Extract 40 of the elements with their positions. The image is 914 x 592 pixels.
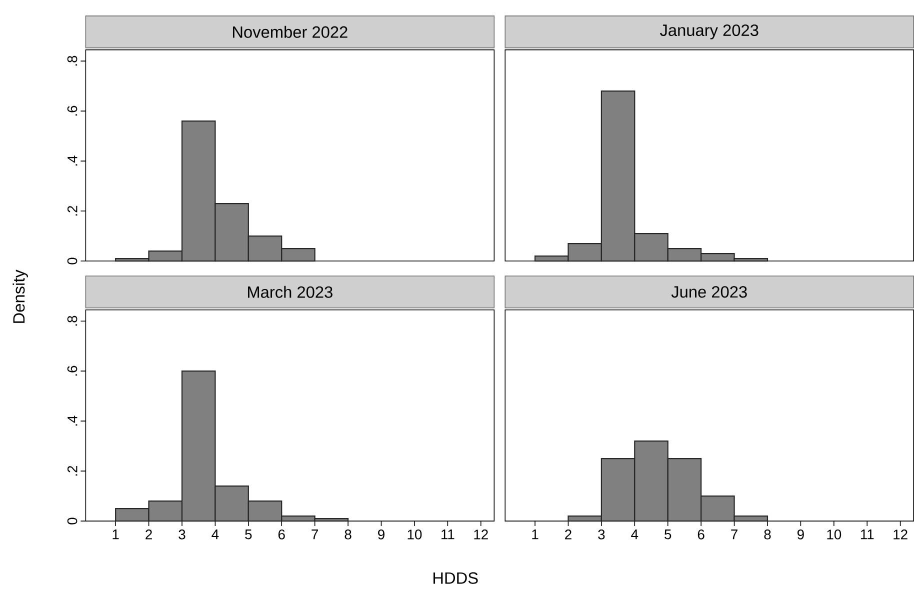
x-tick-label: 2 (146, 530, 152, 540)
x-tick-label: 12 (894, 530, 908, 540)
x-tick-label: 5 (664, 530, 672, 540)
y-axis-title: Density (12, 270, 28, 323)
x-tick-label: 3 (178, 530, 186, 540)
y-tick-label: 0 (67, 518, 78, 524)
x-tick-label: 8 (344, 530, 352, 540)
x-tick-label: 5 (245, 530, 252, 540)
y-tick-label: 0 (67, 258, 78, 264)
x-tick-label: 11 (442, 530, 454, 540)
y-tick-label: .6 (67, 366, 78, 376)
x-tick-label: 6 (698, 530, 704, 540)
y-tick-label: .8 (67, 316, 78, 326)
x-tick-label: 9 (378, 530, 384, 540)
x-tick-label: 12 (474, 530, 488, 540)
y-tick-label: .6 (67, 106, 78, 116)
x-tick-label: 10 (408, 530, 422, 540)
y-tick-label: .8 (67, 56, 78, 66)
x-tick-label: 1 (532, 530, 538, 540)
x-tick-label: 7 (731, 530, 738, 540)
x-tick-label: 1 (112, 530, 119, 540)
x-tick-label: 10 (827, 530, 842, 540)
x-tick-label: 6 (278, 530, 285, 540)
y-tick-label: .2 (67, 466, 78, 476)
x-tick-label: 8 (764, 530, 771, 540)
x-tick-label: 11 (860, 530, 874, 540)
y-tick-label: .4 (68, 156, 78, 166)
y-tick-label: .4 (68, 416, 78, 426)
x-tick-label: 7 (312, 530, 318, 540)
x-tick-label: 9 (797, 530, 804, 540)
chart-title: June 2023 (671, 286, 747, 298)
x-tick-label: 2 (565, 530, 572, 540)
chart-title: January 2023 (660, 24, 758, 40)
y-tick-label: .2 (67, 206, 78, 216)
x-tick-label: 4 (631, 530, 638, 540)
x-tick-label: 4 (212, 530, 219, 540)
x-axis-title: HDDS (433, 572, 478, 584)
chart-title: March 2023 (248, 286, 332, 298)
x-tick-label: 3 (598, 530, 605, 540)
chart-title: November 2022 (233, 26, 348, 38)
